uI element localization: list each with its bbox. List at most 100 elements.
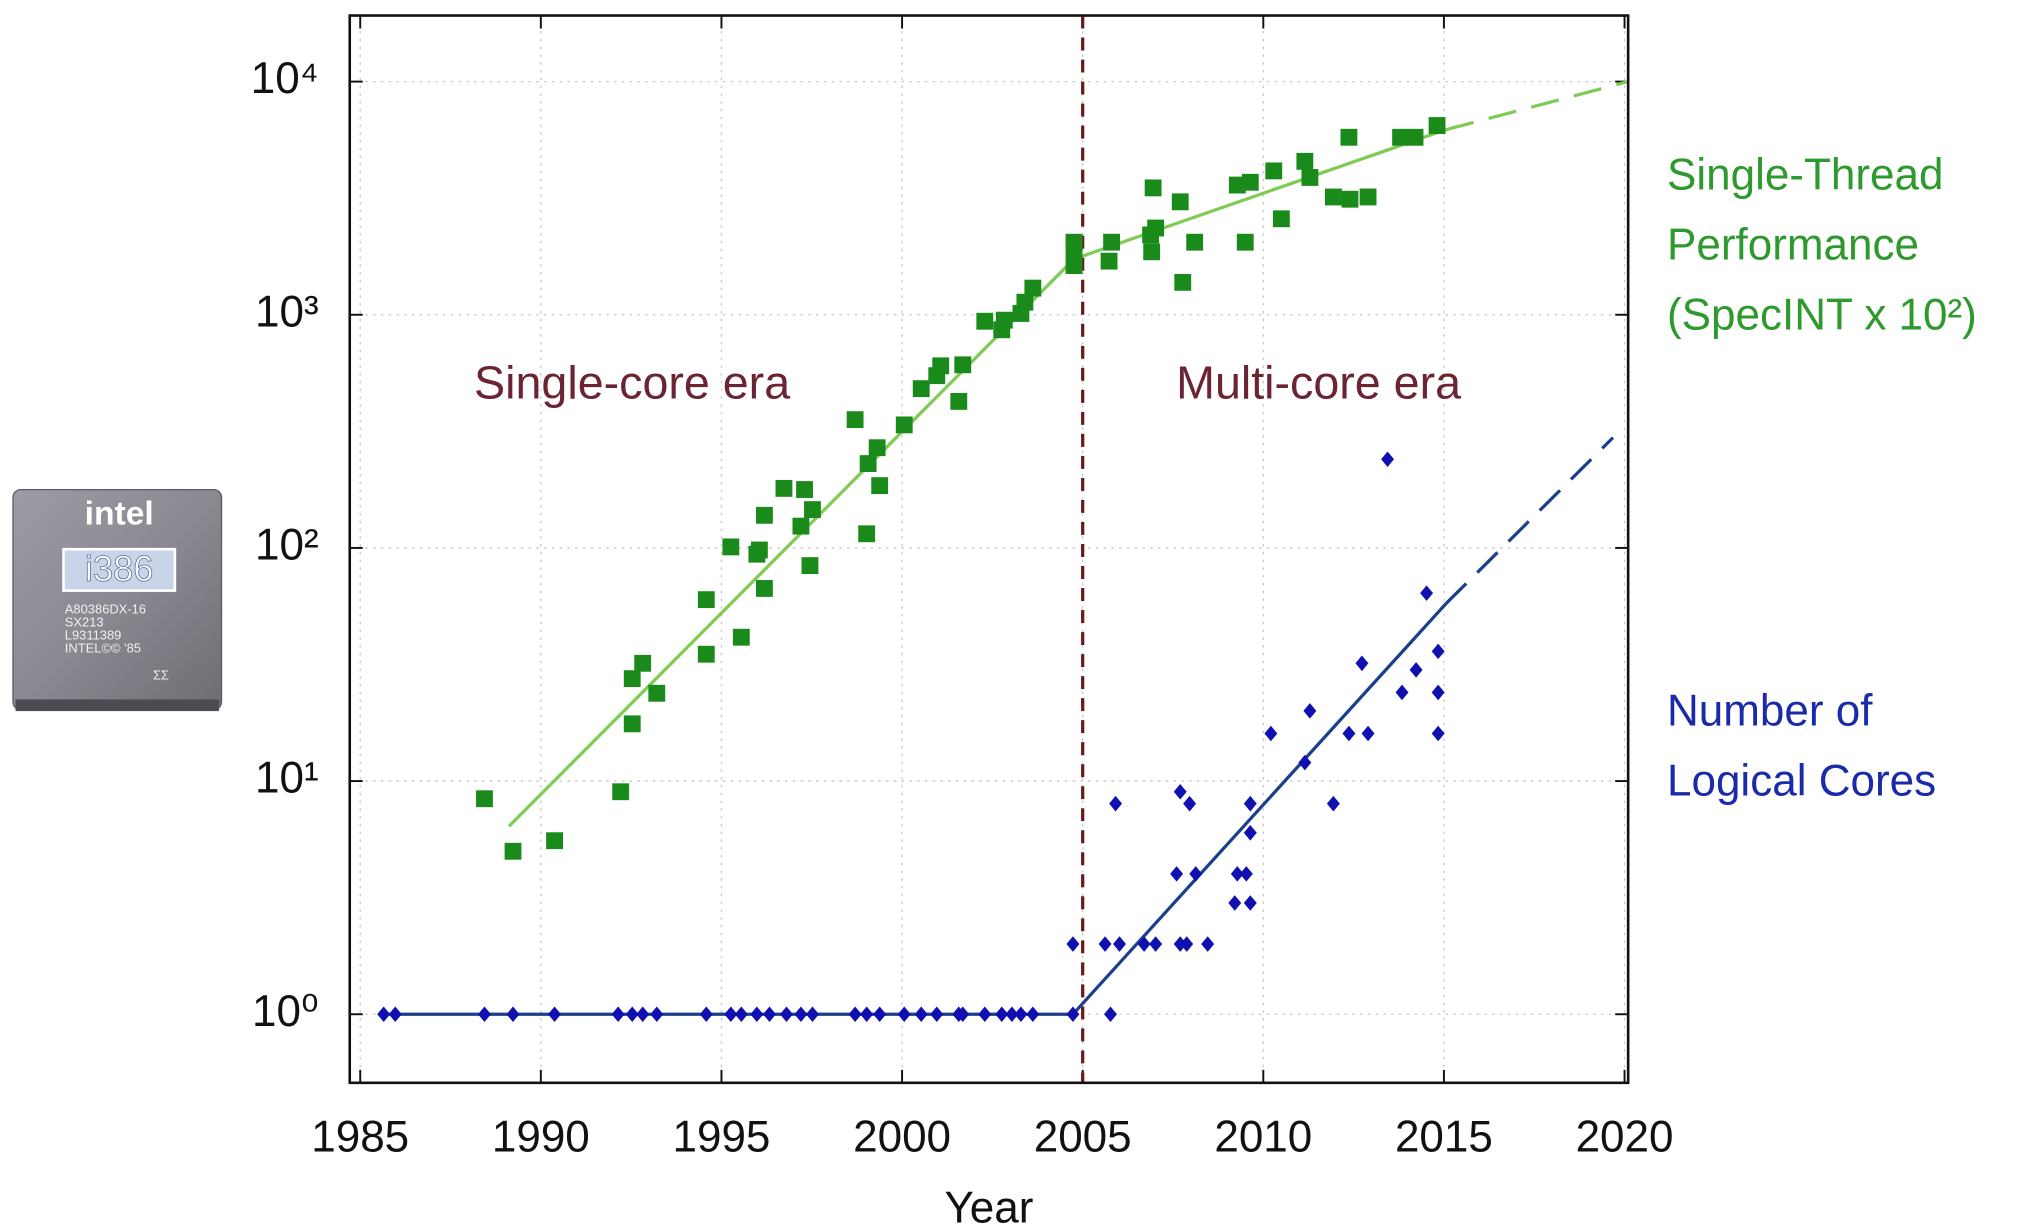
data-point <box>1174 274 1191 291</box>
data-point <box>1024 280 1041 297</box>
x-axis-label: Year <box>944 1184 1033 1231</box>
data-point <box>1381 451 1394 467</box>
x-tick-label: 1990 <box>492 1112 590 1161</box>
data-point <box>548 1006 561 1022</box>
data-point <box>896 416 913 433</box>
data-point <box>932 357 949 374</box>
data-point <box>1362 726 1375 742</box>
data-point <box>1325 189 1342 206</box>
data-point <box>1420 585 1433 601</box>
data-point <box>1189 866 1202 882</box>
data-point <box>1410 662 1423 678</box>
data-point <box>751 542 768 559</box>
chip-model: i386 <box>85 548 154 589</box>
data-point <box>1296 153 1313 170</box>
data-point <box>976 313 993 330</box>
chip-marking: INTEL©© '85 <box>65 640 141 655</box>
data-point <box>1170 866 1183 882</box>
data-point <box>733 629 750 646</box>
x-tick-label: 2005 <box>1034 1112 1132 1161</box>
data-point <box>1014 1006 1027 1022</box>
series-label: Single-Thread Performance (SpecINT x 10²… <box>1667 150 1977 339</box>
trend-line <box>384 604 1446 1015</box>
data-point <box>1244 895 1257 911</box>
data-point <box>1180 936 1193 952</box>
data-point <box>1355 656 1368 672</box>
data-point <box>1237 234 1254 251</box>
x-tick-label: 2000 <box>853 1112 951 1161</box>
data-point <box>1407 129 1424 146</box>
chip-photo: intel i386 A80386DX-16SX213L9311389INTEL… <box>13 490 222 711</box>
y-tick-label: 10¹ <box>255 754 319 803</box>
data-point <box>1147 220 1164 237</box>
data-point <box>1392 129 1409 146</box>
era-label: Multi-core era <box>1176 356 1461 408</box>
data-point <box>849 1006 862 1022</box>
data-point <box>913 380 930 397</box>
data-point <box>1301 169 1318 186</box>
chip-edge <box>16 699 219 711</box>
data-point <box>612 783 629 800</box>
data-point <box>776 480 793 497</box>
data-point <box>1228 895 1241 911</box>
data-point <box>1186 234 1203 251</box>
data-point <box>1183 796 1196 812</box>
x-tick-label: 1985 <box>311 1112 409 1161</box>
data-point <box>1103 234 1120 251</box>
data-point <box>930 1006 943 1022</box>
data-point <box>996 312 1013 329</box>
data-point <box>1066 936 1079 952</box>
data-point <box>858 525 875 542</box>
data-point <box>1101 253 1118 270</box>
era-label: Single-core era <box>474 356 790 408</box>
data-point <box>1149 936 1162 952</box>
data-point <box>756 507 773 524</box>
x-tick-label: 1995 <box>672 1112 770 1161</box>
page: {"chart_data": { "type": "scatter", "x_l… <box>0 0 2031 1231</box>
data-point <box>780 1006 793 1022</box>
data-point <box>1244 796 1257 812</box>
data-point <box>1432 726 1445 742</box>
data-point <box>546 832 563 849</box>
x-tick-label: 2020 <box>1576 1112 1674 1161</box>
data-point <box>1360 189 1377 206</box>
data-point <box>624 670 641 687</box>
data-point <box>804 501 821 518</box>
data-point <box>869 439 886 456</box>
data-point <box>1113 936 1126 952</box>
data-point <box>898 1006 911 1022</box>
data-point <box>1145 179 1162 196</box>
data-point <box>505 843 522 860</box>
data-point <box>1342 191 1359 208</box>
data-point <box>1265 162 1282 179</box>
data-point <box>1143 243 1160 260</box>
data-point <box>802 557 819 574</box>
data-point <box>1264 726 1277 742</box>
y-tick-label: 10² <box>255 521 319 570</box>
data-point <box>1174 784 1187 800</box>
data-point <box>871 477 888 494</box>
data-point <box>1026 1006 1039 1022</box>
data-point <box>1396 685 1409 701</box>
data-point <box>1303 703 1316 719</box>
data-point <box>954 356 971 373</box>
series-label: Number of Logical Cores <box>1667 686 1936 805</box>
data-point <box>950 393 967 410</box>
chart: intel i386 A80386DX-16SX213L9311389INTEL… <box>0 0 2031 1231</box>
data-point <box>507 1006 520 1022</box>
trend-line <box>509 130 1446 827</box>
data-point <box>1240 866 1253 882</box>
data-point <box>1244 825 1257 841</box>
data-point <box>1340 129 1357 146</box>
data-point <box>698 646 715 663</box>
data-point <box>796 481 813 498</box>
data-point <box>722 538 739 555</box>
data-point <box>1201 936 1214 952</box>
data-point <box>860 455 877 472</box>
trend-projection <box>1446 82 1628 130</box>
data-point <box>1242 174 1259 191</box>
data-point <box>1327 796 1340 812</box>
data-point <box>1273 210 1290 227</box>
data-point <box>794 1006 807 1022</box>
data-point <box>1104 1006 1117 1022</box>
